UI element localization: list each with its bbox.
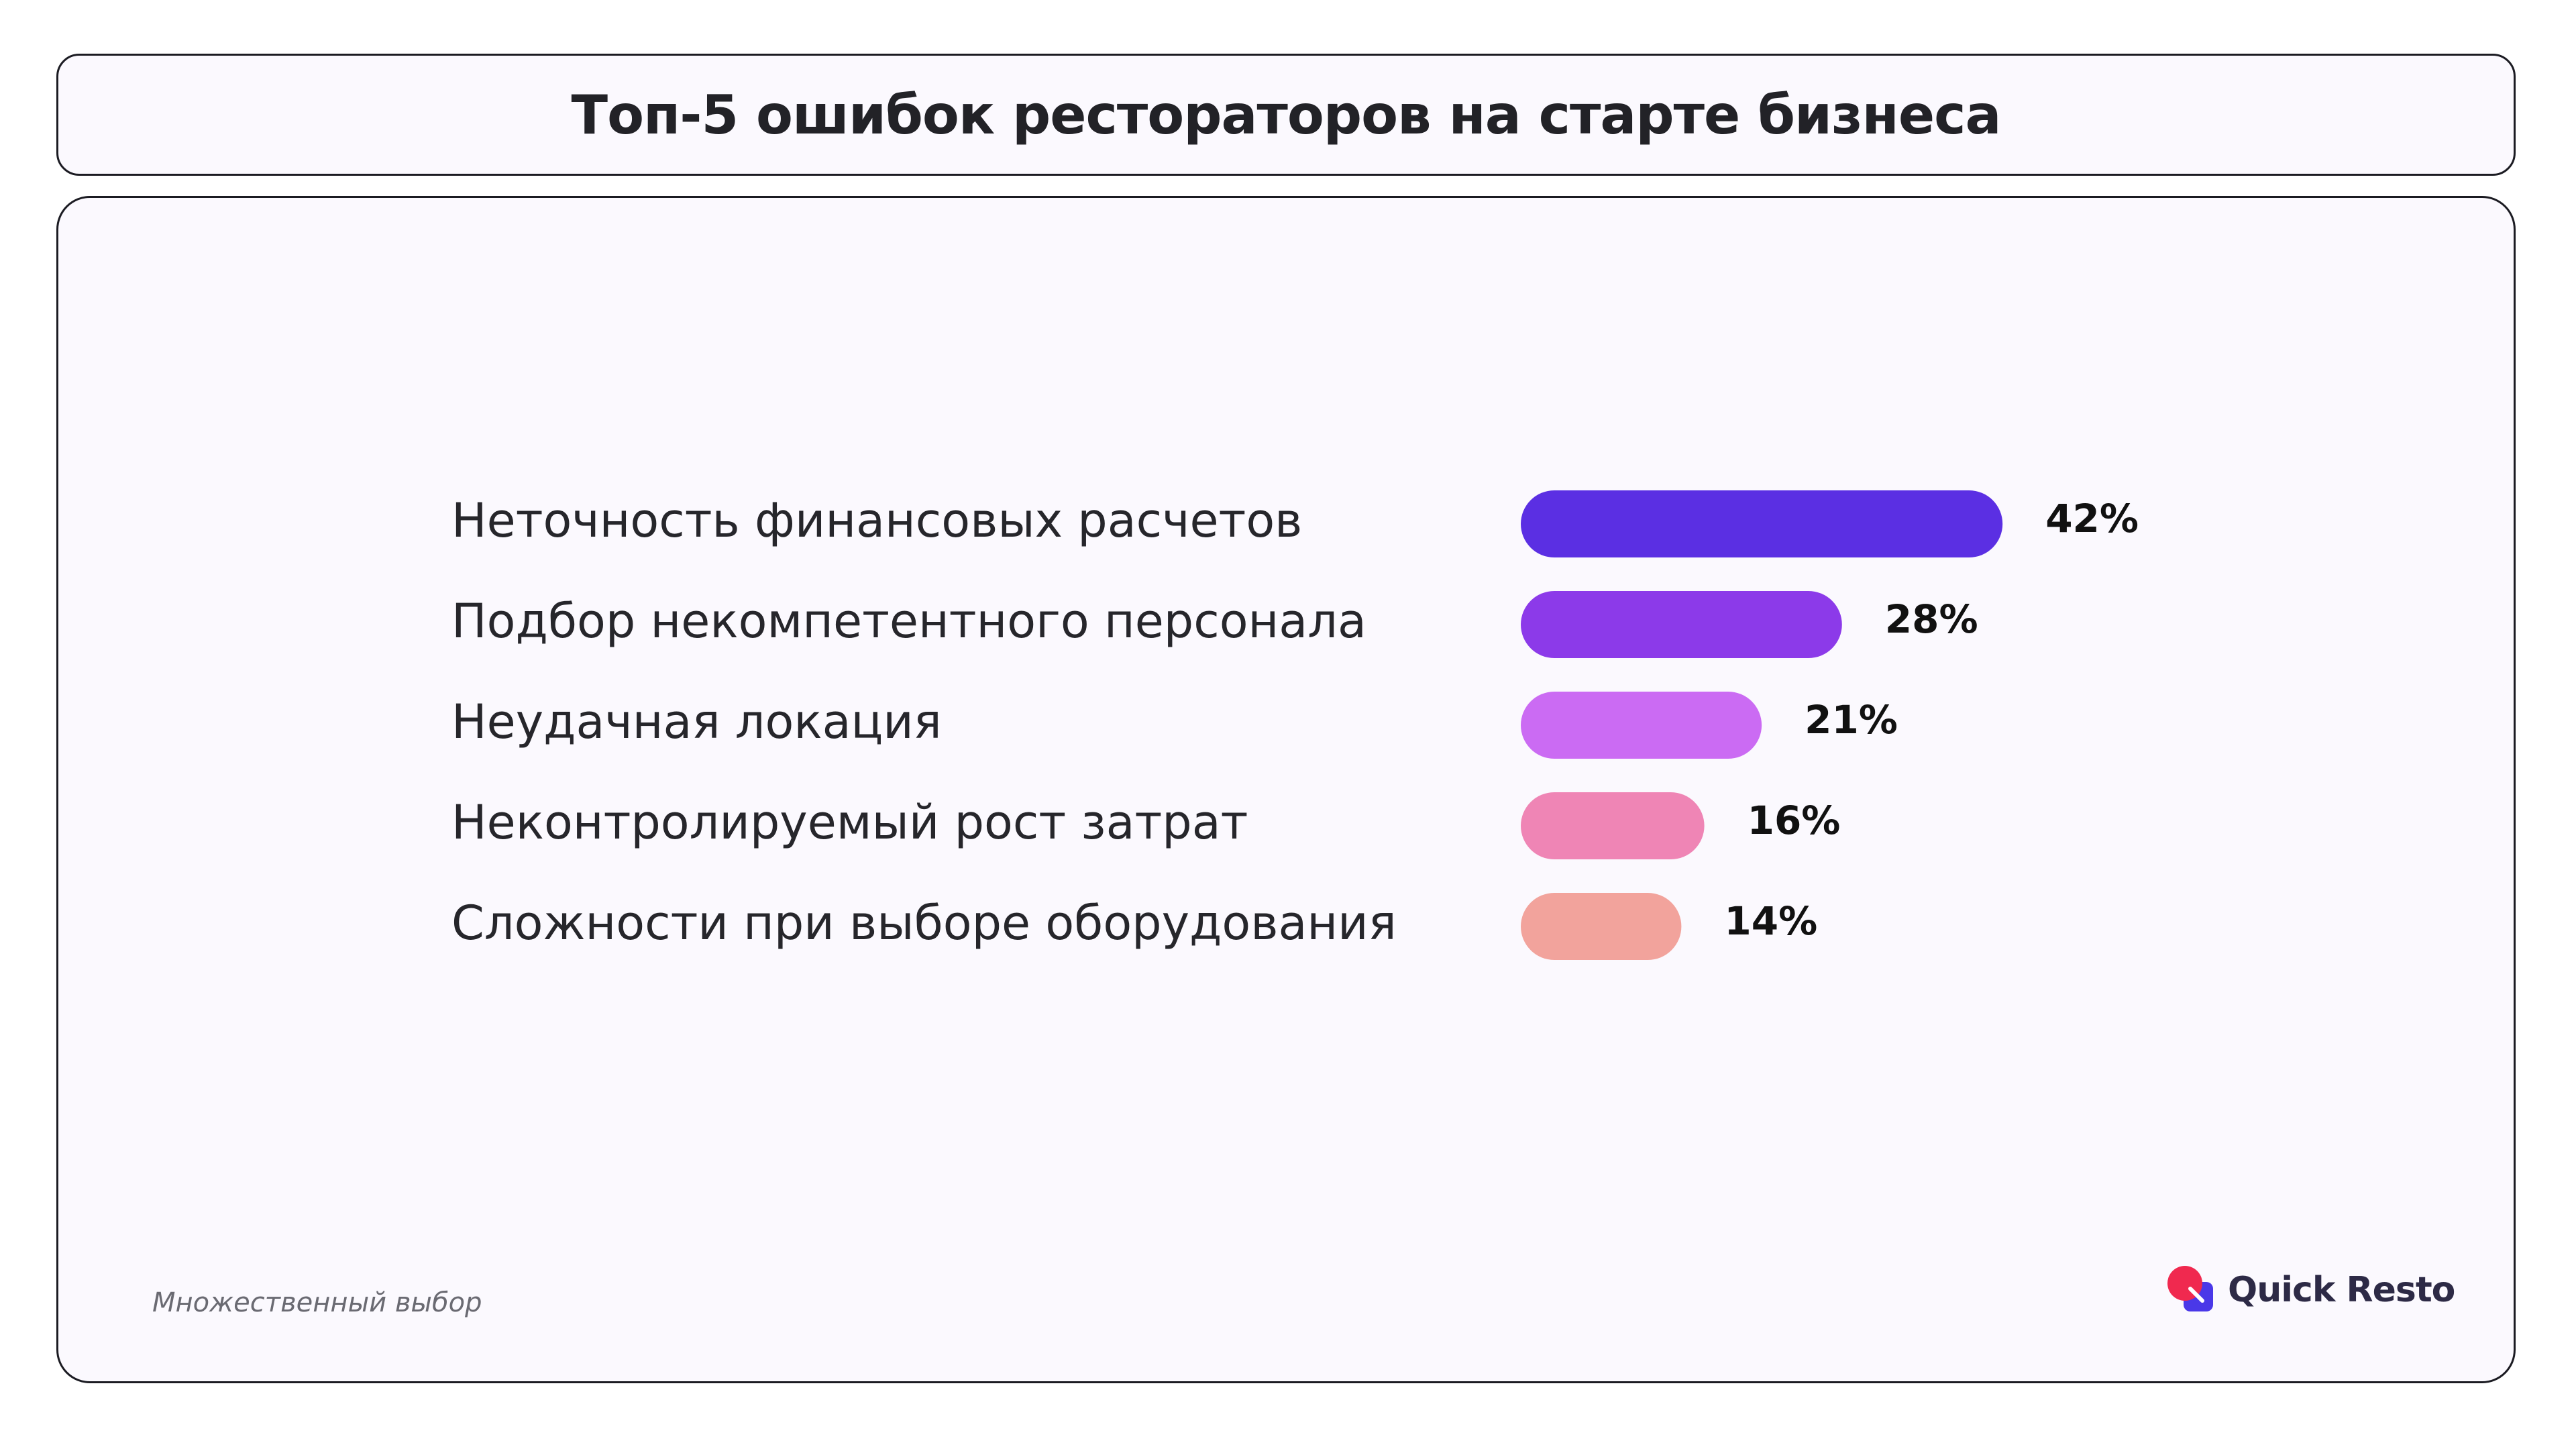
footnote: Множественный выбор (152, 1287, 482, 1318)
page-title: Топ-5 ошибок рестораторов на старте бизн… (571, 83, 2002, 146)
value-label: 28% (1885, 596, 1978, 642)
quick-resto-logo-icon (2167, 1266, 2213, 1311)
value-label: 42% (2045, 496, 2139, 541)
value-label: 16% (1748, 798, 1841, 843)
quick-resto-logo: Quick Resto (2165, 1263, 2455, 1317)
bar (1521, 490, 2003, 557)
bar (1521, 893, 1682, 960)
chart-panel: Неточность финансовых расчетов 42% Подбор … (56, 196, 2516, 1383)
value-label: 14% (1724, 898, 1817, 944)
category-label: Неточность финансовых расчетов (451, 493, 1302, 548)
bar (1521, 591, 1842, 658)
logo-text: Quick Resto (2228, 1270, 2455, 1310)
value-label: 21% (1805, 697, 1898, 743)
category-label: Подбор некомпетентного персонала (451, 594, 1366, 649)
category-label: Неконтролируемый рост затрат (451, 795, 1248, 850)
bar (1521, 692, 1762, 759)
bar (1521, 792, 1705, 859)
category-label: Неудачная локация (451, 694, 942, 749)
title-panel: Топ-5 ошибок рестораторов на старте бизн… (56, 54, 2516, 176)
category-label: Сложности при выборе оборудования (451, 896, 1397, 951)
bar-chart: Неточность финансовых расчетов 42% Подбор … (451, 490, 2139, 960)
